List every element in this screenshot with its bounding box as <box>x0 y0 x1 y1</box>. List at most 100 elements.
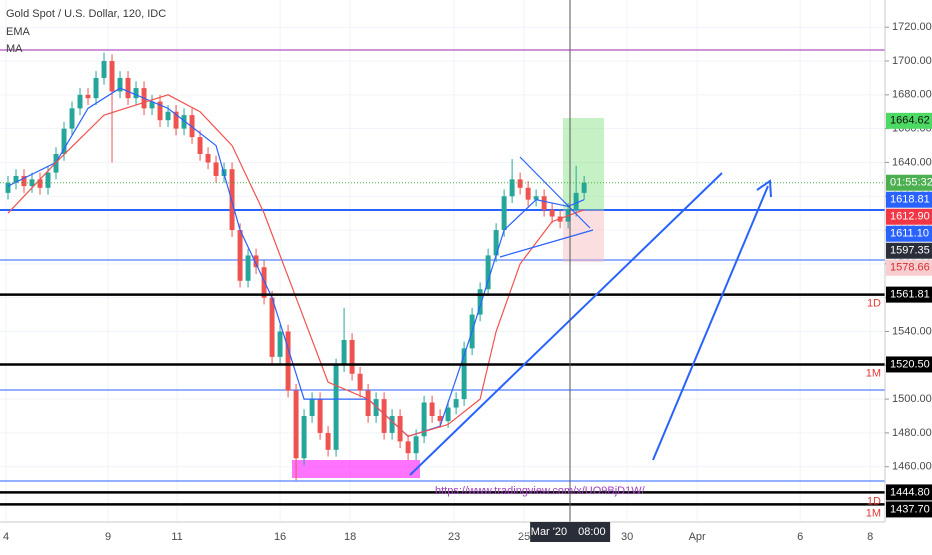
candle-body <box>237 230 243 281</box>
candle-body <box>261 267 267 298</box>
legend-entry: MA <box>6 43 23 55</box>
candle-body <box>581 182 587 193</box>
indicator-line <box>7 94 585 437</box>
candle-body <box>13 175 19 183</box>
candle-body <box>173 111 179 129</box>
candle-body <box>205 153 211 163</box>
price-tag-label: 01:55:32 <box>890 177 932 189</box>
candle-body <box>349 339 355 374</box>
x-tick-label: 6 <box>797 531 803 543</box>
candle-body <box>21 175 27 187</box>
indicator-line <box>7 87 585 437</box>
candle-body <box>389 416 395 433</box>
price-tag-box <box>886 191 932 208</box>
chart-title: Gold Spot / U.S. Dollar, 120, IDC <box>6 8 166 20</box>
price-tag: 1561.81 <box>886 286 932 303</box>
candle-body <box>533 196 539 200</box>
y-tick-label: 1500.00 <box>892 393 932 405</box>
crosshair-date: 26 Mar '20 <box>515 526 567 538</box>
candle-body <box>437 416 443 422</box>
y-tick-label: 1720.00 <box>892 21 932 33</box>
candle-body <box>461 348 467 400</box>
price-tag: 1437.70 <box>886 501 932 518</box>
y-tick-label: 1680.00 <box>892 89 932 101</box>
price-tag-box <box>886 208 932 225</box>
y-tick-label: 1480.00 <box>892 427 932 439</box>
price-tag-box <box>886 286 932 303</box>
price-tag-box <box>886 174 932 191</box>
price-tag-box <box>886 259 932 276</box>
candle-body <box>61 128 67 154</box>
price-tag-label: 1437.70 <box>890 503 930 515</box>
price-tag: 1520.50 <box>886 356 932 373</box>
candle-body <box>365 390 371 417</box>
x-tick-label: 30 <box>621 531 633 543</box>
candle-body <box>325 432 331 450</box>
candle-body <box>309 399 315 417</box>
price-tag-label: 1664.62 <box>890 115 930 127</box>
interval-note: 1D <box>867 298 881 310</box>
candle-body <box>181 115 187 129</box>
candle-body <box>245 255 251 281</box>
candle-body <box>525 187 531 200</box>
x-tick-label: 11 <box>171 531 182 543</box>
candle-body <box>229 169 235 231</box>
grid <box>0 0 885 522</box>
candle-body <box>445 407 451 422</box>
x-tick-label: 16 <box>274 531 286 543</box>
candle-body <box>69 108 75 129</box>
price-tag-label: 1597.35 <box>890 245 930 257</box>
price-tag: 01:55:32 <box>886 174 932 191</box>
interval-note: 1M <box>866 367 881 379</box>
candle-body <box>485 255 491 290</box>
demand-zone <box>292 460 420 478</box>
y-tick-label: 1540.00 <box>892 325 932 337</box>
price-tag-label: 1520.50 <box>890 358 930 370</box>
y-tick-label: 1460.00 <box>892 461 932 473</box>
candle-body <box>301 416 307 459</box>
time-axis <box>0 522 885 550</box>
interval-note: 1M <box>866 507 881 519</box>
candle-body <box>157 101 163 121</box>
candle-body <box>165 111 171 121</box>
candle-body <box>333 365 339 450</box>
x-tick-label: 23 <box>448 531 460 543</box>
price-tag: 1664.62 <box>886 112 932 129</box>
candle-body <box>109 61 115 92</box>
candle-body <box>293 390 299 459</box>
candle-body <box>317 399 323 433</box>
x-tick-label: 9 <box>105 531 111 543</box>
candle-body <box>453 399 459 408</box>
legend-entry: EMA <box>6 26 31 38</box>
candle-body <box>197 137 203 154</box>
candle-body <box>277 331 283 357</box>
candle-body <box>477 289 483 315</box>
candle-body <box>125 77 131 99</box>
candle-body <box>189 115 195 138</box>
candle-body <box>101 61 107 78</box>
price-tag-box <box>886 484 932 501</box>
candle-body <box>149 101 155 109</box>
price-tag: 1578.66 <box>886 259 932 276</box>
price-tag: 1612.90 <box>886 208 932 225</box>
candle-body <box>341 339 347 366</box>
price-tag-label: 1611.10 <box>890 228 929 240</box>
candle-body <box>405 441 411 454</box>
candle-body <box>541 196 547 210</box>
candle-body <box>493 230 499 256</box>
interval-note: 1D <box>867 495 881 507</box>
candle-body <box>381 399 387 433</box>
y-tick-label: 1700.00 <box>892 55 932 67</box>
price-tag-box <box>886 242 932 259</box>
candle-body <box>509 179 515 197</box>
watermark: https://www.tradingview.com/x/UO9BjD1W/ <box>435 485 646 497</box>
candle-body <box>77 94 83 109</box>
candle-body <box>45 172 51 188</box>
candle-body <box>117 77 123 92</box>
candle-body <box>517 179 523 188</box>
x-tick-label: Apr <box>689 531 706 543</box>
trend-line <box>409 172 723 476</box>
x-tick-label: 25 <box>518 531 530 543</box>
